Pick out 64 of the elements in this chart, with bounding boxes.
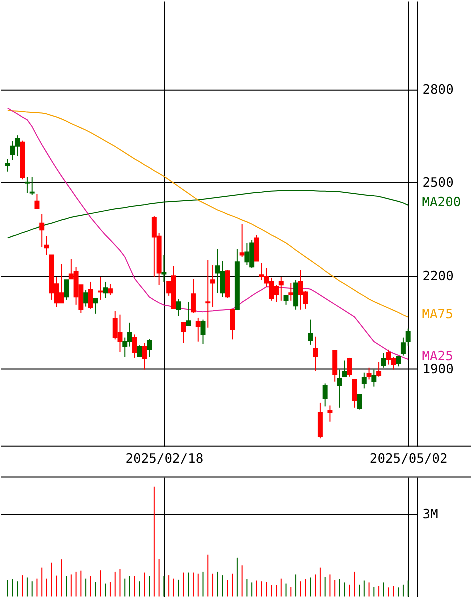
candlestick xyxy=(318,402,323,440)
candlestick xyxy=(44,236,50,256)
x-tick-label: 2025/02/18 xyxy=(126,452,204,467)
candlestick xyxy=(337,369,342,408)
candlestick xyxy=(132,334,138,358)
candlestick xyxy=(230,309,236,340)
candlestick xyxy=(162,254,167,282)
candlestick xyxy=(342,360,348,378)
line-series xyxy=(7,110,409,318)
candlestick xyxy=(88,281,94,310)
candlestick xyxy=(347,357,352,378)
candlestick xyxy=(396,356,402,368)
candlestick xyxy=(5,158,10,172)
candlestick xyxy=(176,298,182,317)
line-series xyxy=(7,108,409,360)
candlestick xyxy=(357,394,362,410)
y-tick-label: 3M xyxy=(422,508,438,523)
candlestick xyxy=(40,214,45,248)
candlestick xyxy=(366,367,372,380)
candlestick xyxy=(64,280,70,300)
candlestick xyxy=(381,352,386,368)
candlestick xyxy=(240,224,245,258)
candlestick xyxy=(147,338,152,358)
y-tick-label: 2500 xyxy=(422,176,454,192)
candlestick xyxy=(84,290,89,308)
line-series xyxy=(7,190,409,239)
candlestick xyxy=(322,383,328,408)
candlestick xyxy=(210,264,216,308)
candlestick xyxy=(186,302,192,327)
candlestick xyxy=(278,276,284,302)
candlestick xyxy=(294,280,299,310)
candlestick xyxy=(190,278,196,314)
candlestick xyxy=(308,319,314,346)
candlestick xyxy=(206,260,211,328)
candlestick xyxy=(181,322,186,344)
candlestick xyxy=(142,342,148,370)
candlestick xyxy=(30,176,35,196)
candlestick xyxy=(406,328,411,346)
candlestick xyxy=(103,281,108,299)
candlestick xyxy=(254,234,260,262)
y-tick-label: 2200 xyxy=(422,269,454,284)
candlestick xyxy=(34,194,40,210)
candlestick xyxy=(376,362,382,378)
candlestick xyxy=(137,345,142,358)
candlestick xyxy=(93,298,98,314)
candlestick xyxy=(328,405,333,422)
series-label: MA75 xyxy=(422,307,454,322)
candlestick xyxy=(24,176,30,194)
x-tick-label: 2025/05/02 xyxy=(370,452,448,467)
candlestick xyxy=(400,337,406,356)
candlestick xyxy=(108,284,113,296)
candlestick xyxy=(196,317,201,342)
candlestick xyxy=(362,372,367,390)
candlestick xyxy=(352,379,358,408)
y-tick-label: 1900 xyxy=(422,362,454,378)
series-label: MA25 xyxy=(422,350,454,365)
candlestick xyxy=(372,369,377,388)
candlestick xyxy=(200,319,206,345)
y-tick-label: 2800 xyxy=(422,83,454,98)
candlestick xyxy=(332,350,338,382)
candlestick xyxy=(284,294,289,306)
candlestick xyxy=(288,282,294,302)
candlestick xyxy=(313,336,318,372)
series-label: MA200 xyxy=(422,195,462,210)
